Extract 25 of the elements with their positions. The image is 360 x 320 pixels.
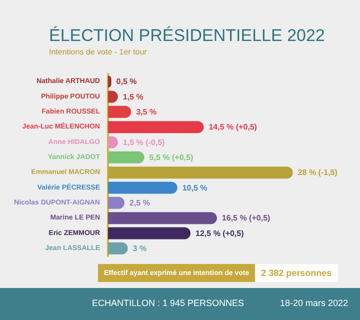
data-label: 12,5 % (+0,5) — [196, 228, 244, 238]
chart-title: ÉLECTION PRÉSIDENTIELLE 2022 — [49, 26, 325, 45]
data-label: 10,5 % — [182, 183, 208, 192]
bar — [108, 212, 217, 224]
data-label: 14,5 % (+0,5) — [208, 122, 258, 132]
bar — [108, 182, 178, 194]
data-label: 3,5 % — [136, 107, 157, 116]
chart-subtitle: Intentions de vote - 1er tour — [49, 48, 148, 56]
data-label: 16,5 % (+0,5) — [222, 214, 271, 223]
bar — [108, 151, 144, 164]
data-label: 1,5 % — [122, 92, 144, 102]
bar — [108, 166, 293, 179]
text: ECHANTILLON : 1 945 PERSONNES — [92, 298, 244, 308]
bar — [108, 121, 204, 134]
bar — [108, 106, 132, 118]
text: 2 382 personnes — [255, 264, 338, 282]
data-label: 0,5 % — [116, 77, 137, 86]
data-label: 3 % — [132, 244, 147, 253]
bar — [108, 242, 128, 254]
bar — [108, 227, 191, 240]
data-label: 2,5 % — [130, 198, 150, 208]
data-label: 1,5 % (-0,5) — [122, 138, 166, 147]
data-label: 5,5 % (+0,5) — [149, 152, 194, 162]
data-label: 28 % (-1,5) — [298, 168, 338, 178]
text: 18-20 mars 2022 — [280, 298, 348, 308]
